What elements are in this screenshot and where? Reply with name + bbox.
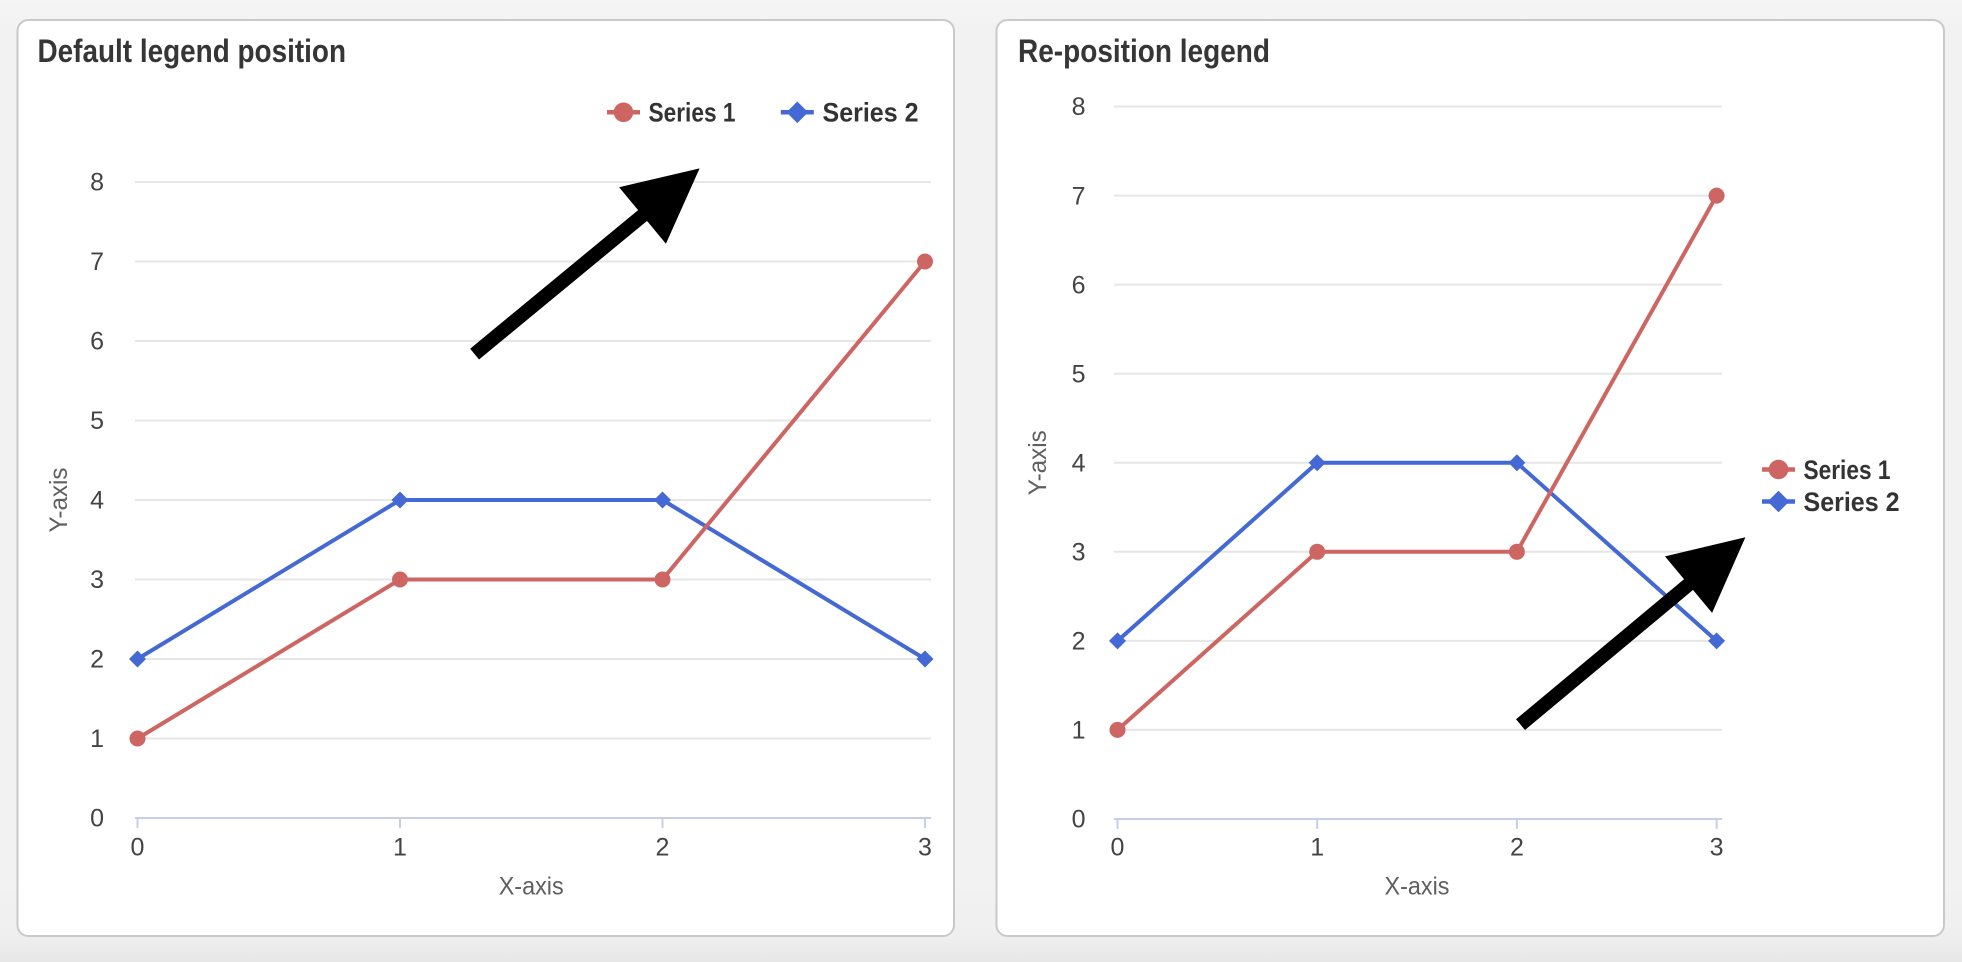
svg-text:8: 8	[90, 169, 104, 197]
svg-text:4: 4	[90, 487, 104, 515]
svg-text:7: 7	[90, 248, 104, 276]
svg-text:0: 0	[90, 805, 104, 833]
svg-text:3: 3	[1072, 539, 1086, 567]
svg-text:2: 2	[656, 834, 670, 862]
svg-text:Series 1: Series 1	[649, 98, 736, 128]
svg-text:2: 2	[90, 646, 104, 674]
svg-text:Series 1: Series 1	[1804, 455, 1891, 485]
svg-text:6: 6	[1072, 271, 1086, 299]
svg-text:2: 2	[1510, 834, 1524, 862]
svg-text:0: 0	[131, 834, 145, 862]
svg-text:3: 3	[1710, 834, 1724, 862]
svg-text:Y-axis: Y-axis	[1024, 430, 1052, 495]
svg-text:6: 6	[90, 328, 104, 356]
svg-text:1: 1	[393, 834, 407, 862]
svg-text:Series 2: Series 2	[1804, 487, 1900, 517]
svg-text:Re-position legend: Re-position legend	[1018, 33, 1270, 69]
svg-text:4: 4	[1072, 450, 1086, 478]
svg-text:Series 2: Series 2	[823, 98, 919, 128]
svg-text:7: 7	[1072, 182, 1086, 210]
svg-text:1: 1	[1072, 717, 1086, 745]
svg-text:X-axis: X-axis	[1385, 873, 1450, 901]
svg-text:2: 2	[1072, 628, 1086, 656]
svg-text:0: 0	[1072, 806, 1086, 834]
svg-text:1: 1	[90, 725, 104, 753]
svg-text:Default legend position: Default legend position	[38, 33, 347, 69]
svg-text:0: 0	[1111, 834, 1125, 862]
svg-text:8: 8	[1072, 93, 1086, 121]
svg-text:Y-axis: Y-axis	[45, 468, 73, 533]
svg-text:5: 5	[90, 407, 104, 435]
svg-text:3: 3	[918, 834, 932, 862]
svg-text:X-axis: X-axis	[499, 873, 564, 901]
svg-text:3: 3	[90, 566, 104, 594]
svg-text:1: 1	[1310, 834, 1324, 862]
svg-text:5: 5	[1072, 360, 1086, 388]
